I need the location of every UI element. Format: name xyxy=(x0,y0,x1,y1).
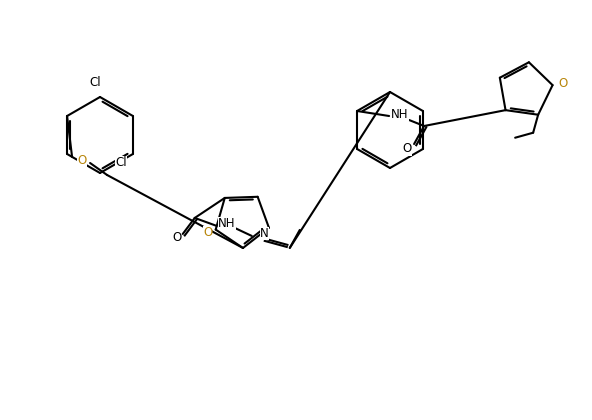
Text: N: N xyxy=(260,228,269,240)
Text: NH: NH xyxy=(391,108,409,121)
Text: Cl: Cl xyxy=(89,76,101,89)
Text: O: O xyxy=(78,153,86,166)
Text: NH: NH xyxy=(218,218,236,231)
Text: O: O xyxy=(172,231,181,244)
Text: O: O xyxy=(558,76,567,89)
Text: Cl: Cl xyxy=(115,155,127,168)
Text: O: O xyxy=(203,226,213,239)
Text: O: O xyxy=(403,142,411,155)
